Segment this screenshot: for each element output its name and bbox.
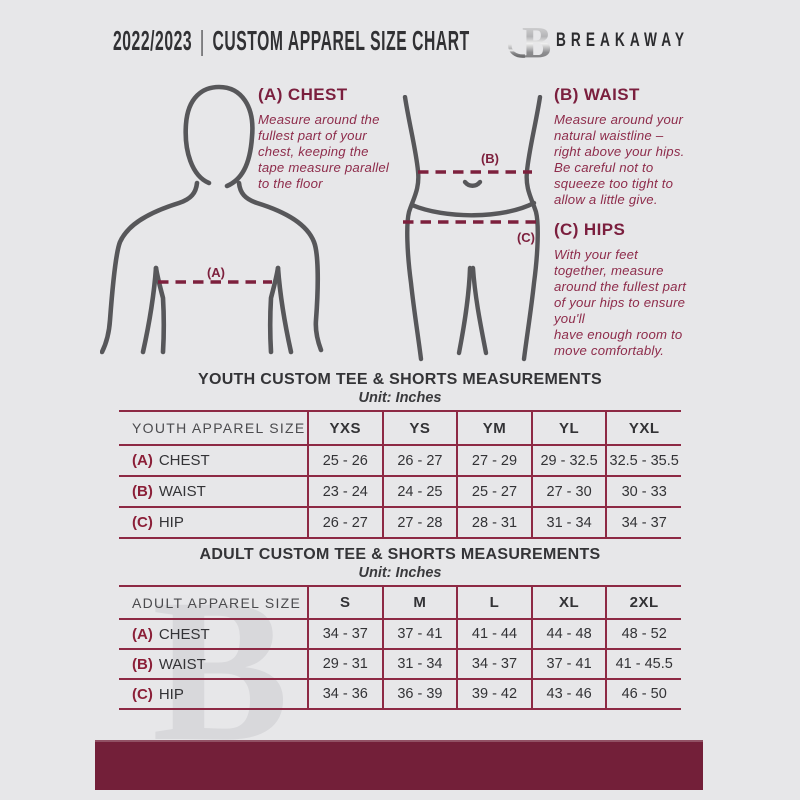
row-prefix: (C) — [132, 514, 153, 531]
waist-heading: (B) WAIST — [554, 85, 640, 104]
table-cell: 29 - 31 — [307, 648, 383, 680]
row-label: (A) CHEST — [119, 618, 308, 650]
table-cell: 43 - 46 — [530, 678, 607, 710]
youth-hip-row: (C) HIP 26 - 27 27 - 28 28 - 31 31 - 34 3… — [119, 506, 681, 539]
size-header: YS — [381, 410, 458, 446]
row-name: HIP — [158, 514, 184, 531]
row-name: CHEST — [158, 625, 210, 643]
table-cell: 28 - 31 — [456, 506, 532, 539]
table-cell: 41 - 45.5 — [605, 648, 681, 680]
row-prefix: (B) — [132, 483, 153, 500]
row-label: (C) HIP — [119, 506, 308, 539]
torso-diagram: (A) — [100, 84, 324, 355]
youth-header-row: YOUTH APPAREL SIZE YXS YS YM YL YXL — [119, 410, 681, 446]
hips-outline — [402, 95, 543, 362]
footer-accent-bar — [95, 740, 703, 790]
table-cell: 27 - 28 — [381, 506, 458, 539]
table-cell: 32.5 - 35.5 — [605, 444, 681, 477]
youth-waist-row: (B) WAIST 23 - 24 24 - 25 25 - 27 27 - 30… — [119, 475, 681, 508]
chest-instructions: Measure around the fullest part of your … — [258, 112, 390, 191]
hips-line-label: (C) — [517, 230, 535, 245]
row-name: WAIST — [158, 655, 206, 673]
table-cell: 37 - 41 — [530, 648, 607, 680]
table-cell: 25 - 27 — [456, 475, 532, 508]
table-cell: 29 - 32.5 — [530, 444, 607, 477]
row-label: (B) WAIST — [119, 475, 308, 508]
adult-waist-row: (B) WAIST 29 - 31 31 - 34 34 - 37 37 - 41… — [119, 648, 681, 680]
size-header: 2XL — [605, 585, 681, 620]
row-prefix: (A) — [132, 625, 153, 643]
table-cell: 34 - 36 — [307, 678, 383, 710]
table-cell: 36 - 39 — [381, 678, 458, 710]
table-cell: 24 - 25 — [381, 475, 458, 508]
table-cell: 26 - 27 — [381, 444, 458, 477]
table-cell: 34 - 37 — [456, 648, 532, 680]
row-label: (C) HIP — [119, 678, 308, 710]
waist-instructions: Measure around your natural waistline – … — [554, 112, 685, 207]
season-text: 2022/2023 — [113, 25, 193, 56]
row-name: CHEST — [158, 452, 210, 469]
page-title: 2022/2023 | CUSTOM APPAREL SIZE CHART — [113, 25, 470, 57]
hips-instructions: With your feet together, measure around … — [554, 247, 687, 358]
chart-title-text: CUSTOM APPAREL SIZE CHART — [212, 25, 470, 56]
brand-wordmark: BREAKAWAY — [556, 30, 690, 51]
chest-line-label: (A) — [207, 265, 225, 280]
table-cell: 25 - 26 — [307, 444, 383, 477]
adult-hip-row: (C) HIP 34 - 36 36 - 39 39 - 42 43 - 46 4… — [119, 678, 681, 710]
table-cell: 46 - 50 — [605, 678, 681, 710]
row-prefix: (B) — [132, 655, 153, 673]
table-cell: 23 - 24 — [307, 475, 383, 508]
waist-line-label: (B) — [481, 151, 499, 166]
row-name: HIP — [158, 685, 184, 703]
row-name: WAIST — [158, 483, 206, 500]
adult-header-row: ADULT APPAREL SIZE S M L XL 2XL — [119, 585, 681, 620]
torso-outline — [100, 84, 324, 355]
adult-unit-label: Unit: Inches — [358, 565, 442, 581]
youth-section-title: YOUTH CUSTOM TEE & SHORTS MEASUREMENTS — [197, 371, 603, 388]
table-cell: 26 - 27 — [307, 506, 383, 539]
size-header: M — [381, 585, 458, 620]
size-header: YXS — [307, 410, 383, 446]
logo-curl — [508, 43, 526, 58]
table-cell: 27 - 30 — [530, 475, 607, 508]
row-label: (A) CHEST — [119, 444, 308, 477]
row-label: (B) WAIST — [119, 648, 308, 680]
youth-size-table: YOUTH APPAREL SIZE YXS YS YM YL YXL (A) C… — [119, 410, 681, 539]
table-cell: 34 - 37 — [605, 506, 681, 539]
table-cell: 34 - 37 — [307, 618, 383, 650]
table-cell: 41 - 44 — [456, 618, 532, 650]
adult-section-title: ADULT CUSTOM TEE & SHORTS MEASUREMENTS — [199, 546, 601, 563]
size-header: YM — [456, 410, 532, 446]
table-cell: 30 - 33 — [605, 475, 681, 508]
size-header: YXL — [605, 410, 681, 446]
row-prefix: (A) — [132, 452, 153, 469]
adult-chest-row: (A) CHEST 34 - 37 37 - 41 41 - 44 44 - 48… — [119, 618, 681, 650]
row-prefix: (C) — [132, 685, 153, 703]
table-cell: 27 - 29 — [456, 444, 532, 477]
table-cell: 39 - 42 — [456, 678, 532, 710]
chest-heading: (A) CHEST — [258, 85, 348, 104]
adult-size-table: ADULT APPAREL SIZE S M L XL 2XL (A) CHEST… — [119, 585, 681, 710]
table-cell: 44 - 48 — [530, 618, 607, 650]
table-cell: 31 - 34 — [530, 506, 607, 539]
youth-chest-row: (A) CHEST 25 - 26 26 - 27 27 - 29 29 - 32… — [119, 444, 681, 477]
table-cell: 37 - 41 — [381, 618, 458, 650]
hips-heading: (C) HIPS — [554, 220, 626, 239]
youth-unit-label: Unit: Inches — [358, 390, 442, 406]
size-header: L — [456, 585, 532, 620]
hips-diagram: (B) (C) — [402, 95, 543, 362]
size-header: XL — [530, 585, 607, 620]
table-cell: 48 - 52 — [605, 618, 681, 650]
title-separator: | — [200, 25, 205, 56]
size-header: YL — [530, 410, 607, 446]
table-cell: 31 - 34 — [381, 648, 458, 680]
youth-size-column-label: YOUTH APPAREL SIZE — [119, 410, 308, 446]
adult-size-column-label: ADULT APPAREL SIZE — [119, 585, 308, 620]
size-header: S — [307, 585, 383, 620]
brand-logo-icon: B — [508, 18, 551, 66]
